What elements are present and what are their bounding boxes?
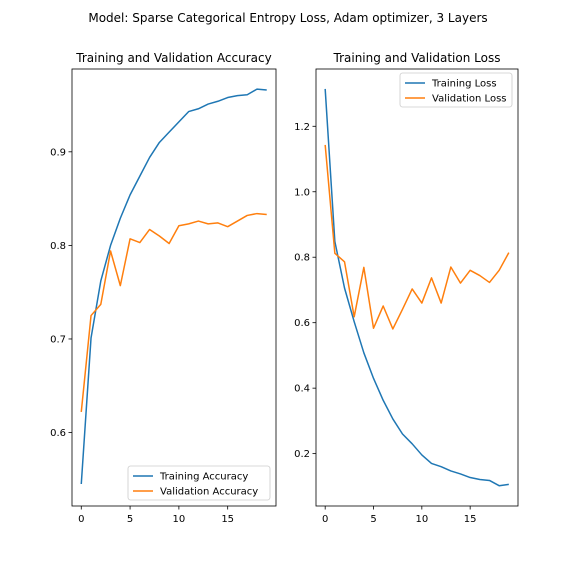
y-tick-label: 0.7 [50, 334, 66, 345]
y-tick-label: 1.2 [294, 122, 310, 133]
series-line-validation-accuracy [80, 212, 267, 413]
axes-frame [71, 68, 277, 507]
y-tick-label: 0.4 [294, 384, 310, 395]
plot-title: Training and Validation Accuracy [75, 51, 271, 65]
y-tick-label: 0.6 [50, 428, 66, 439]
legend-label: Training Loss [431, 79, 497, 90]
x-tick-label: 5 [127, 514, 133, 525]
x-tick-label: 15 [464, 514, 477, 525]
legend-box [399, 72, 513, 108]
x-tick-label: 10 [173, 514, 186, 525]
x-tick-label: 15 [221, 514, 234, 525]
y-tick-label: 1.0 [294, 187, 310, 198]
y-tick-label: 0.8 [50, 241, 66, 252]
accuracy-plot: Training and Validation Accuracy 0 5 10 15 0.… [50, 51, 277, 525]
y-tick-label: 0.2 [294, 449, 310, 460]
figure-title: Model: Sparse Categorical Entropy Loss, … [88, 11, 487, 25]
series-line-training-accuracy [80, 88, 267, 485]
legend-label: Training Accuracy [159, 472, 248, 483]
x-tick-label: 0 [78, 514, 84, 525]
series-line-training-loss [324, 88, 509, 487]
legend-label: Validation Accuracy [160, 487, 258, 498]
y-tick-label: 0.6 [294, 318, 310, 329]
legend: Training Loss Validation Loss [399, 72, 513, 108]
axes-frame [315, 68, 519, 507]
legend-label: Validation Loss [432, 94, 507, 105]
x-tick-label: 10 [415, 514, 428, 525]
y-tick-label: 0.9 [50, 147, 66, 158]
y-tick-label: 0.8 [294, 253, 310, 264]
legend-box [127, 465, 271, 501]
loss-plot: Training and Validation Loss 0 5 10 15 0.2 0.4… [294, 51, 519, 525]
legend: Training Accuracy Validation Accuracy [127, 465, 271, 501]
x-tick-label: 5 [370, 514, 376, 525]
plot-title: Training and Validation Loss [333, 51, 501, 65]
x-tick-label: 0 [322, 514, 328, 525]
series-line-validation-loss [324, 144, 510, 330]
